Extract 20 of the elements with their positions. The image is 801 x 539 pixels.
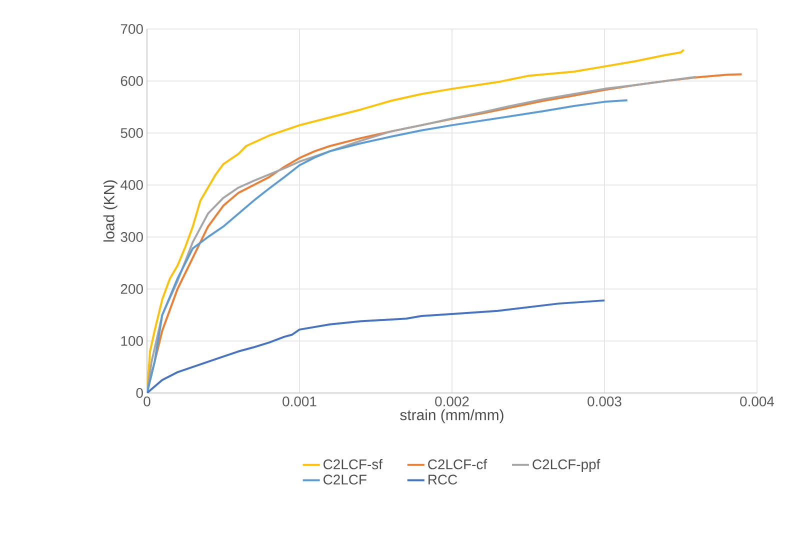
y-tick-label: 0: [136, 388, 143, 398]
y-tick-label: 600: [120, 76, 143, 86]
y-tick-label: 700: [120, 24, 143, 34]
y-tick-label: 100: [121, 336, 143, 346]
legend-label: C2LCF: [324, 474, 366, 485]
y-tick-label: 200: [120, 284, 143, 294]
legend-label: C2LCF-cf: [428, 459, 488, 470]
x-tick-label: 0.002: [435, 396, 469, 406]
y-axis-title: load (KN): [103, 180, 118, 242]
legend-label: C2LCF-sf: [324, 459, 382, 470]
x-tick-label: 0: [144, 396, 150, 406]
y-tick-label: 300: [120, 232, 143, 242]
y-tick-label: 500: [120, 128, 143, 138]
x-axis-title: strain (mm/mm): [400, 409, 504, 424]
x-tick-label: 0.001: [282, 396, 316, 406]
legend-label: RCC: [428, 474, 458, 485]
x-tick-label: 0.003: [588, 396, 622, 406]
y-tick-label: 400: [120, 180, 143, 190]
x-tick-label: 0.004: [740, 396, 774, 406]
legend-label: C2LCF-ppf: [532, 459, 600, 472]
